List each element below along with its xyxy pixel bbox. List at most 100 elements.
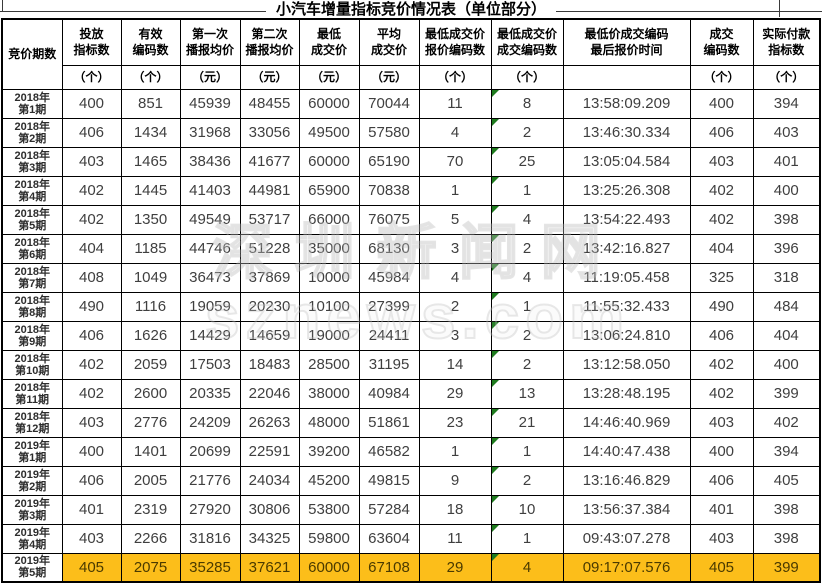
table-header: 竞价期数 投放 指标数 有效 编码数 第一次 播报均价 第二次 播报均价 最低 成交价 平均 成交价 最低… (1, 18, 821, 90)
table-cell: 13:54:22.493 (562, 204, 691, 235)
table-cell: 394 (752, 436, 821, 467)
table-cell: 38436 (179, 146, 241, 177)
table-cell: 406 (689, 117, 754, 148)
gridline-artifact-left (2, 0, 3, 12)
period-cell: 2019年 第5期 (1, 552, 63, 583)
table-cell: 70044 (358, 88, 420, 119)
period-cell: 2018年 第11期 (1, 378, 63, 409)
table-row: 2019年 第2期 406 2005 21776 24034 45200 49815 9 2 13:… (1, 465, 821, 496)
table-cell: 4 (418, 262, 492, 293)
table-cell: 14429 (179, 320, 241, 351)
table-cell: 1 (490, 436, 564, 467)
table-cell: 27399 (358, 291, 420, 322)
table-cell: 11:55:32.433 (562, 291, 691, 322)
table-cell: 18 (418, 494, 492, 525)
table-cell: 1185 (120, 233, 181, 264)
table-cell: 22591 (239, 436, 300, 467)
table-cell: 57580 (358, 117, 420, 148)
table-cell: 11 (418, 88, 492, 119)
table-cell: 403 (61, 523, 122, 554)
table-row: 2018年 第10期 402 2059 17503 18483 28500 31195 14 2 1… (1, 349, 821, 380)
table-cell: 1 (418, 436, 492, 467)
table-cell: 36473 (179, 262, 241, 293)
table-cell: 1434 (120, 117, 181, 148)
table-cell: 404 (689, 233, 754, 264)
table-cell: 10100 (298, 291, 360, 322)
period-cell: 2018年 第2期 (1, 117, 63, 148)
table-cell: 31968 (179, 117, 241, 148)
table-cell: 33056 (239, 117, 300, 148)
period-cell: 2018年 第12期 (1, 407, 63, 438)
table-cell: 13:16:46.829 (562, 465, 691, 496)
table-cell: 41403 (179, 175, 241, 206)
table-cell: 70838 (358, 175, 420, 206)
table-cell: 404 (61, 233, 122, 264)
table-cell: 2 (490, 465, 564, 496)
table-cell: 318 (752, 262, 821, 293)
gridline-artifact-right (779, 0, 780, 17)
table-cell: 45984 (358, 262, 420, 293)
table-cell: 13:05:04.584 (562, 146, 691, 177)
table-cell: 2 (490, 233, 564, 264)
table-cell: 31816 (179, 523, 241, 554)
table-cell: 10000 (298, 262, 360, 293)
table-cell: 25 (490, 146, 564, 177)
column-unit-5: （元） (358, 64, 420, 90)
table-cell: 1465 (120, 146, 181, 177)
table-row: 2019年 第3期 401 2319 27920 30806 53800 57284 18 10 1… (1, 494, 821, 525)
table-row: 2018年 第2期 406 1434 31968 33056 49500 57580 4 2 13:… (1, 117, 821, 148)
table-row: 2018年 第6期 404 1185 44746 51228 35000 68130 3 2 13:… (1, 233, 821, 264)
table-cell: 400 (689, 88, 754, 119)
table-cell: 2 (418, 291, 492, 322)
table-cell: 4 (490, 204, 564, 235)
table-cell: 68130 (358, 233, 420, 264)
table-row: 2018年 第7期 408 1049 36473 37869 10000 45984 4 4 11:… (1, 262, 821, 293)
table-cell: 402 (61, 378, 122, 409)
table-cell: 63604 (358, 523, 420, 554)
table-cell: 406 (61, 117, 122, 148)
period-cell: 2018年 第6期 (1, 233, 63, 264)
table-cell: 2266 (120, 523, 181, 554)
table-cell: 2 (490, 117, 564, 148)
table-cell: 76075 (358, 204, 420, 235)
table-cell: 46582 (358, 436, 420, 467)
table-cell: 29 (418, 552, 492, 583)
table-cell: 398 (752, 494, 821, 525)
table-cell: 1445 (120, 175, 181, 206)
column-unit-3: （元） (239, 64, 300, 90)
table-cell: 09:43:07.278 (562, 523, 691, 554)
table-cell: 403 (61, 146, 122, 177)
table-cell: 20699 (179, 436, 241, 467)
table-cell: 1626 (120, 320, 181, 351)
table-cell: 402 (61, 349, 122, 380)
column-header-5: 平均 成交价 (358, 18, 420, 66)
table-cell: 11:19:05.458 (562, 262, 691, 293)
table-row: 2019年 第4期 403 2266 31816 34325 59800 63604 11 1 09… (1, 523, 821, 554)
table-row: 2018年 第9期 406 1626 14429 14659 19000 24411 3 2 13:… (1, 320, 821, 351)
table-cell: 49815 (358, 465, 420, 496)
period-cell: 2019年 第4期 (1, 523, 63, 554)
table-cell: 405 (752, 465, 821, 496)
table-row: 2018年 第5期 402 1350 49549 53717 66000 76075 5 4 13:… (1, 204, 821, 235)
table-cell: 34325 (239, 523, 300, 554)
table-cell: 8 (490, 88, 564, 119)
table-cell: 399 (752, 552, 821, 583)
column-header-0: 投放 指标数 (61, 18, 122, 66)
table-cell: 402 (689, 175, 754, 206)
table-cell: 70 (418, 146, 492, 177)
table-cell: 1 (418, 175, 492, 206)
column-unit-0: （个） (61, 64, 122, 90)
table-cell: 19059 (179, 291, 241, 322)
table-cell: 51228 (239, 233, 300, 264)
table-cell: 403 (689, 523, 754, 554)
table-cell: 27920 (179, 494, 241, 525)
table-cell: 400 (61, 436, 122, 467)
table-cell: 13 (490, 378, 564, 409)
table-cell: 851 (120, 88, 181, 119)
column-unit-2: （元） (179, 64, 241, 90)
table-cell: 4 (490, 262, 564, 293)
table-cell: 406 (61, 320, 122, 351)
column-unit-7: （个） (490, 64, 564, 90)
table-cell: 1116 (120, 291, 181, 322)
table-cell: 2075 (120, 552, 181, 583)
